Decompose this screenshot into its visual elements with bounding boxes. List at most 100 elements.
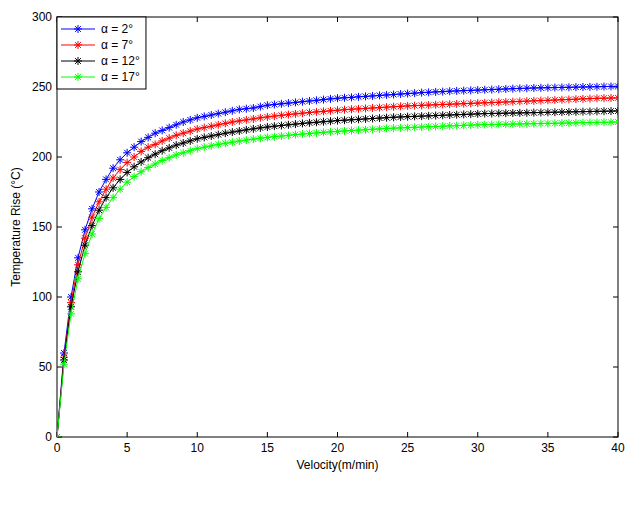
marker: [509, 98, 517, 106]
marker: [256, 124, 264, 132]
marker: [298, 98, 306, 106]
marker: [495, 85, 503, 93]
marker: [523, 109, 531, 117]
marker: [249, 104, 257, 112]
marker: [165, 144, 173, 152]
marker: [67, 310, 75, 318]
x-tick-top: [547, 17, 548, 22]
marker: [277, 132, 285, 140]
marker: [179, 139, 187, 147]
marker: [460, 100, 468, 108]
marker: [214, 110, 222, 118]
marker: [319, 118, 327, 126]
marker: [137, 147, 145, 155]
marker: [488, 99, 496, 107]
marker: [207, 122, 215, 130]
marker: [453, 87, 461, 95]
x-tick-label: 20: [331, 441, 345, 455]
marker: [362, 115, 370, 123]
marker: [397, 90, 405, 98]
marker: [298, 119, 306, 127]
marker: [305, 108, 313, 116]
marker: [551, 96, 559, 104]
x-tick: [547, 432, 548, 437]
marker: [551, 108, 559, 116]
marker: [270, 101, 278, 109]
x-tick-label: 40: [611, 441, 625, 455]
marker: [74, 275, 82, 283]
marker: [291, 120, 299, 128]
x-tick-label: 0: [54, 441, 61, 455]
chart: 0510152025303540050100150200250300Veloci…: [0, 0, 635, 515]
marker: [383, 103, 391, 111]
series: [57, 118, 618, 437]
marker: [334, 127, 342, 135]
y-tick-label: 200: [32, 150, 52, 164]
x-tick-top: [337, 17, 338, 22]
marker: [614, 118, 618, 126]
marker: [326, 95, 334, 103]
x-axis-title: Velocity(m/min): [296, 458, 378, 472]
marker: [593, 118, 601, 126]
marker: [523, 97, 531, 105]
marker: [537, 108, 545, 116]
marker: [165, 154, 173, 162]
marker: [390, 91, 398, 99]
y-tick-label: 300: [32, 10, 52, 24]
marker: [165, 124, 173, 132]
legend-label: α = 7°: [101, 38, 133, 52]
marker: [572, 83, 580, 91]
marker: [165, 134, 173, 142]
marker: [390, 103, 398, 111]
marker: [355, 126, 363, 134]
marker: [277, 122, 285, 130]
marker: [137, 168, 145, 176]
marker: [291, 98, 299, 106]
x-tick-label: 25: [401, 441, 415, 455]
marker: [298, 130, 306, 138]
marker: [425, 112, 433, 120]
marker: [600, 94, 608, 102]
marker: [284, 111, 292, 119]
y-tick-label: 0: [45, 430, 52, 444]
marker: [460, 121, 468, 129]
y-tick-label: 100: [32, 290, 52, 304]
marker: [600, 83, 608, 91]
marker: [263, 101, 271, 109]
marker: [158, 137, 166, 145]
marker: [607, 82, 615, 90]
marker: [551, 119, 559, 127]
marker: [355, 93, 363, 101]
marker: [116, 166, 124, 174]
marker: [221, 129, 229, 137]
marker: [221, 108, 229, 116]
marker: [172, 121, 180, 129]
marker: [383, 124, 391, 132]
x-tick-label: 15: [261, 441, 275, 455]
marker: [207, 111, 215, 119]
marker: [284, 99, 292, 107]
x-tick-top: [267, 17, 268, 22]
marker: [228, 107, 236, 115]
marker: [200, 124, 208, 132]
x-tick: [407, 432, 408, 437]
plot-frame: [57, 17, 618, 437]
marker: [123, 149, 131, 157]
marker: [341, 116, 349, 124]
marker: [186, 116, 194, 124]
marker: [312, 96, 320, 104]
marker: [355, 105, 363, 113]
marker: [586, 119, 594, 127]
marker: [200, 133, 208, 141]
marker: [544, 119, 552, 127]
marker: [362, 104, 370, 112]
marker: [516, 97, 524, 105]
x-tick-top: [197, 17, 198, 22]
marker: [432, 122, 440, 130]
marker: [488, 86, 496, 94]
marker: [446, 122, 454, 130]
marker: [158, 126, 166, 134]
marker: [502, 120, 510, 128]
marker: [102, 175, 110, 183]
marker: [277, 111, 285, 119]
